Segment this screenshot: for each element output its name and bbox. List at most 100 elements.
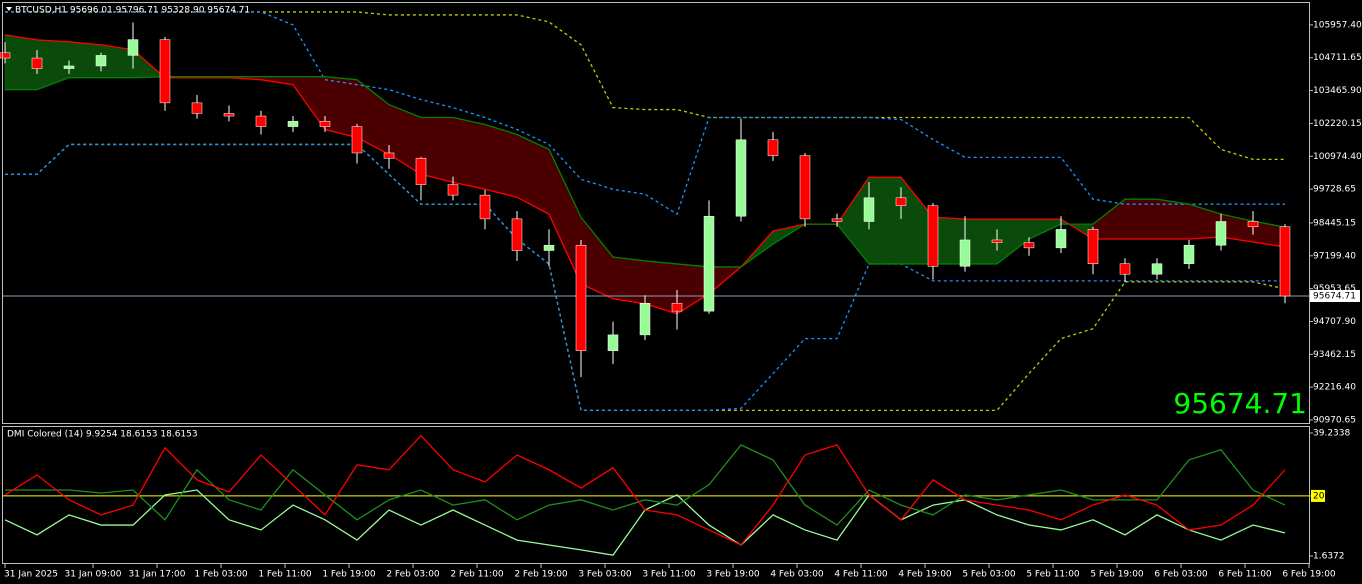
collapse-icon[interactable]: [6, 7, 12, 11]
candle-body: [0, 52, 11, 59]
candle-body: [255, 115, 267, 127]
x-tick-label: 6 Feb 03:00: [1154, 570, 1208, 580]
x-tick-label: 2 Feb 19:00: [514, 570, 568, 580]
cloud-fill: [452, 116, 486, 190]
x-tick-label: 5 Feb 03:00: [962, 570, 1016, 580]
indicator-frame: [2, 426, 1310, 564]
x-tick-label: 4 Feb 11:00: [834, 570, 888, 580]
channel-line: [5, 11, 1285, 216]
cloud-fill: [484, 123, 518, 198]
y-tick-label: 20: [1313, 491, 1325, 501]
y-tick-label: 97199.40: [1313, 251, 1356, 261]
candle-body: [543, 244, 555, 251]
candle-body: [799, 155, 811, 220]
level-box: [1311, 489, 1325, 502]
y-tick-label: 94707.90: [1313, 317, 1356, 327]
candle-body: [1215, 221, 1227, 246]
y-tick-label: 39.2338: [1313, 428, 1350, 438]
y-tick-label: 100974.40: [1313, 152, 1362, 162]
dmi-line: [4, 434, 1286, 546]
candle-body: [223, 113, 235, 117]
main-panel: [0, 11, 1309, 412]
x-tick-label: 6 Feb 11:00: [1218, 570, 1272, 580]
candle-body: [863, 197, 875, 222]
candle-body: [191, 102, 203, 114]
span-b-line: [5, 76, 1286, 268]
candle-body: [767, 139, 779, 156]
candle-body: [1087, 229, 1099, 264]
y-tick-label: 1.6372: [1313, 552, 1345, 562]
candle-body: [63, 65, 75, 69]
candle-body: [639, 302, 651, 336]
candle-body: [1247, 221, 1259, 228]
x-tick-label: 5 Feb 19:00: [1090, 570, 1144, 580]
y-tick-label: 99728.65: [1313, 185, 1356, 195]
y-tick-label: 93462.15: [1313, 350, 1356, 360]
price-box: [1310, 289, 1360, 302]
candle-body: [703, 215, 715, 312]
candle-body: [927, 205, 939, 267]
candle-body: [159, 39, 171, 104]
candle-body: [991, 239, 1003, 243]
x-tick-label: 4 Feb 03:00: [770, 570, 824, 580]
y-tick-label: 95953.65: [1313, 284, 1356, 294]
channel-line: [5, 143, 1285, 412]
candle-body: [735, 139, 747, 217]
x-tick-label: 2 Feb 11:00: [450, 570, 504, 580]
y-tick-label: 103465.90: [1313, 86, 1362, 96]
candle-body: [1183, 244, 1195, 264]
y-tick-label: 105957.40: [1313, 20, 1362, 30]
candle-body: [351, 126, 363, 154]
candle-body: [575, 244, 587, 351]
x-tick-label: 31 Jan 17:00: [129, 570, 186, 580]
candle-body: [1279, 226, 1291, 297]
x-tick-label: 31 Jan 09:00: [65, 570, 122, 580]
x-tick-label: 1 Feb 19:00: [322, 570, 376, 580]
x-tick-label: 31 Jan 2025: [4, 570, 58, 580]
candle-body: [511, 218, 523, 251]
channel-line: [5, 11, 1285, 161]
x-tick-label: 3 Feb 19:00: [706, 570, 760, 580]
y-tick-label: 102220.15: [1313, 119, 1362, 129]
y-tick-label: 104711.65: [1313, 53, 1362, 63]
cloud-fill: [1124, 198, 1158, 240]
y-tick-label: 92216.40: [1313, 383, 1356, 393]
candle-body: [479, 194, 491, 220]
x-tick-label: 4 Feb 19:00: [898, 570, 952, 580]
candle-body: [1023, 242, 1035, 249]
candle-body: [1055, 229, 1067, 249]
candle-body: [95, 55, 107, 67]
candle-body: [671, 302, 683, 312]
x-tick-label: 3 Feb 03:00: [578, 570, 632, 580]
candle-body: [895, 197, 907, 206]
candle-body: [959, 239, 971, 267]
symbol-header: BTCUSD,H1 95696.01 95796.71 95328.90 956…: [15, 6, 250, 16]
x-tick-label: 3 Feb 11:00: [642, 570, 696, 580]
indicator-title: DMI Colored (14) 9.9254 18.6153 18.6153: [7, 430, 198, 440]
dmi-line: [5, 444, 1286, 526]
x-tick-label: 1 Feb 03:00: [194, 570, 248, 580]
candle-body: [127, 39, 139, 56]
x-tick-label: 2 Feb 03:00: [386, 570, 440, 580]
big-price: 95674.71: [1173, 387, 1307, 420]
y-tick-label: 90970.65: [1313, 416, 1356, 426]
candle-body: [415, 157, 427, 185]
candle-body: [383, 152, 395, 159]
y-tick-label: 98445.15: [1313, 218, 1356, 228]
candle-body: [831, 218, 843, 222]
candle-body: [287, 121, 299, 127]
cloud-fill: [1156, 198, 1190, 240]
candle-body: [1119, 263, 1131, 275]
candle-body: [1151, 263, 1163, 275]
candle-body: [607, 334, 619, 351]
cloud-fill: [612, 256, 646, 305]
price-box-label: 95674.71: [1313, 291, 1356, 301]
x-tick-label: 5 Feb 11:00: [1026, 570, 1080, 580]
main-frame: [2, 2, 1310, 424]
candle-body: [31, 57, 43, 69]
candle-body: [447, 184, 459, 196]
x-tick-label: 1 Feb 11:00: [258, 570, 312, 580]
x-tick-label: 6 Feb 19:00: [1282, 570, 1336, 580]
candle-body: [319, 121, 331, 127]
